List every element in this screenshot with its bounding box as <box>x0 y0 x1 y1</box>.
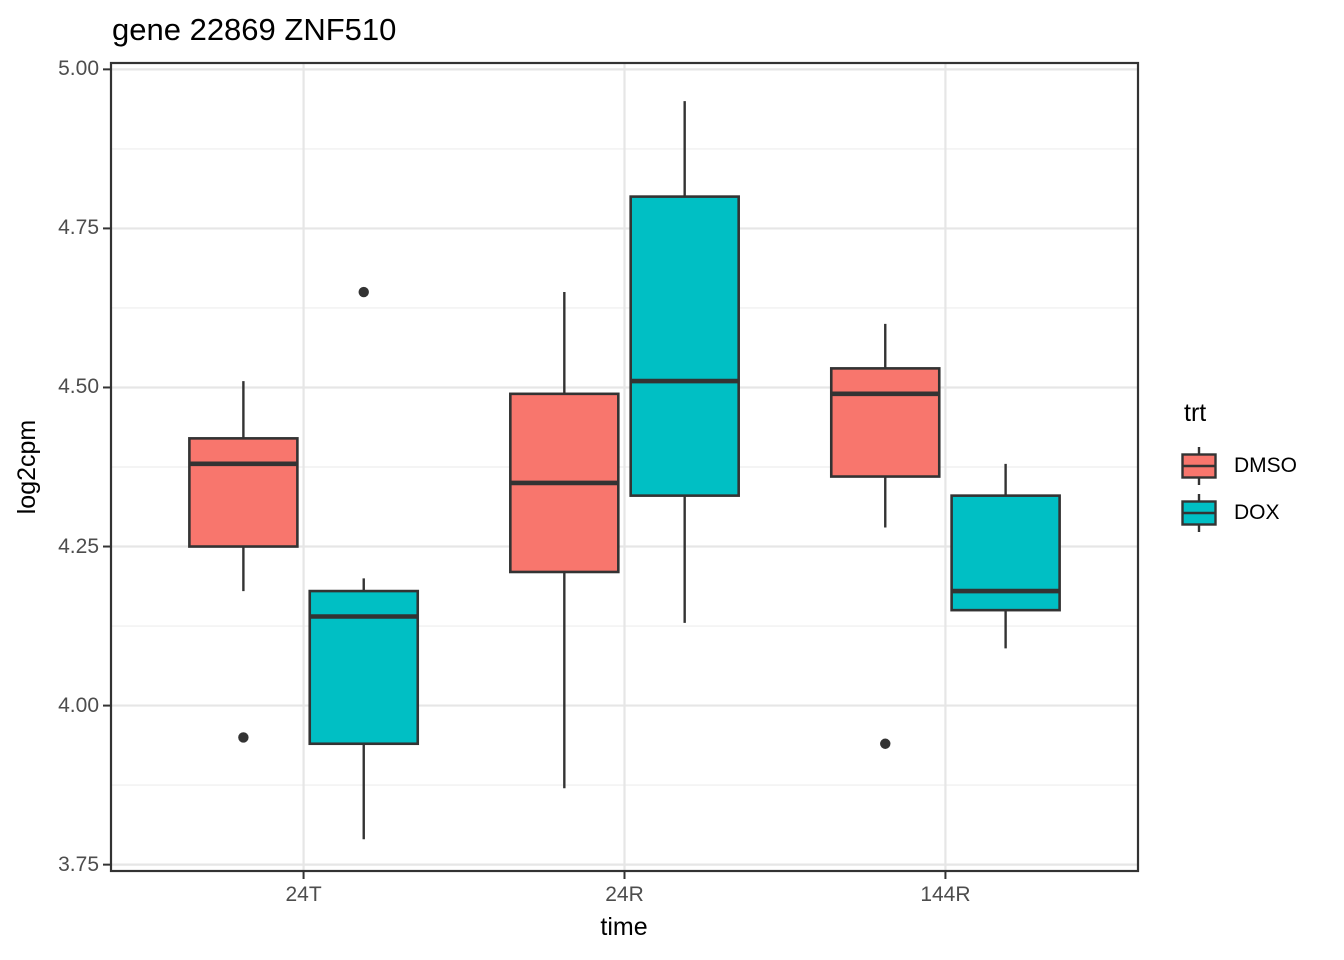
y-tick-label: 4.75 <box>58 216 99 240</box>
x-axis-title: time <box>600 913 648 941</box>
legend: trt DMSO DOX <box>1181 399 1297 536</box>
y-tick-label: 4.50 <box>58 375 99 399</box>
legend-entries: DMSO DOX <box>1181 442 1297 536</box>
legend-label: DMSO <box>1234 453 1297 477</box>
legend-key-boxplot-icon <box>1181 446 1217 485</box>
legend-entry-dmso: DMSO <box>1181 442 1297 489</box>
box-dmso-144r <box>829 367 941 478</box>
outlier-dox-24t <box>358 286 369 298</box>
box-dox-24t <box>308 589 420 746</box>
box-dmso-24t <box>188 437 299 548</box>
legend-entry-dox: DOX <box>1181 489 1297 536</box>
box-dox-24r <box>629 195 740 497</box>
y-tick-label: 4.25 <box>58 534 99 558</box>
y-tick-label: 3.75 <box>58 852 99 876</box>
x-tick-label: 24R <box>605 883 644 906</box>
legend-title: trt <box>1184 399 1207 427</box>
outlier-dmso-24t <box>238 732 249 743</box>
legend-key-boxplot-icon <box>1181 493 1217 532</box>
chart-title: gene 22869 ZNF510 <box>112 12 397 47</box>
legend-label: DOX <box>1234 500 1280 524</box>
y-tick-label: 5.00 <box>58 57 99 81</box>
y-tick-label: 4.00 <box>58 693 99 717</box>
x-tick-label: 24T <box>285 883 322 906</box>
x-tick-label: 144R <box>920 883 971 906</box>
outlier-dmso-144r <box>880 738 891 749</box>
